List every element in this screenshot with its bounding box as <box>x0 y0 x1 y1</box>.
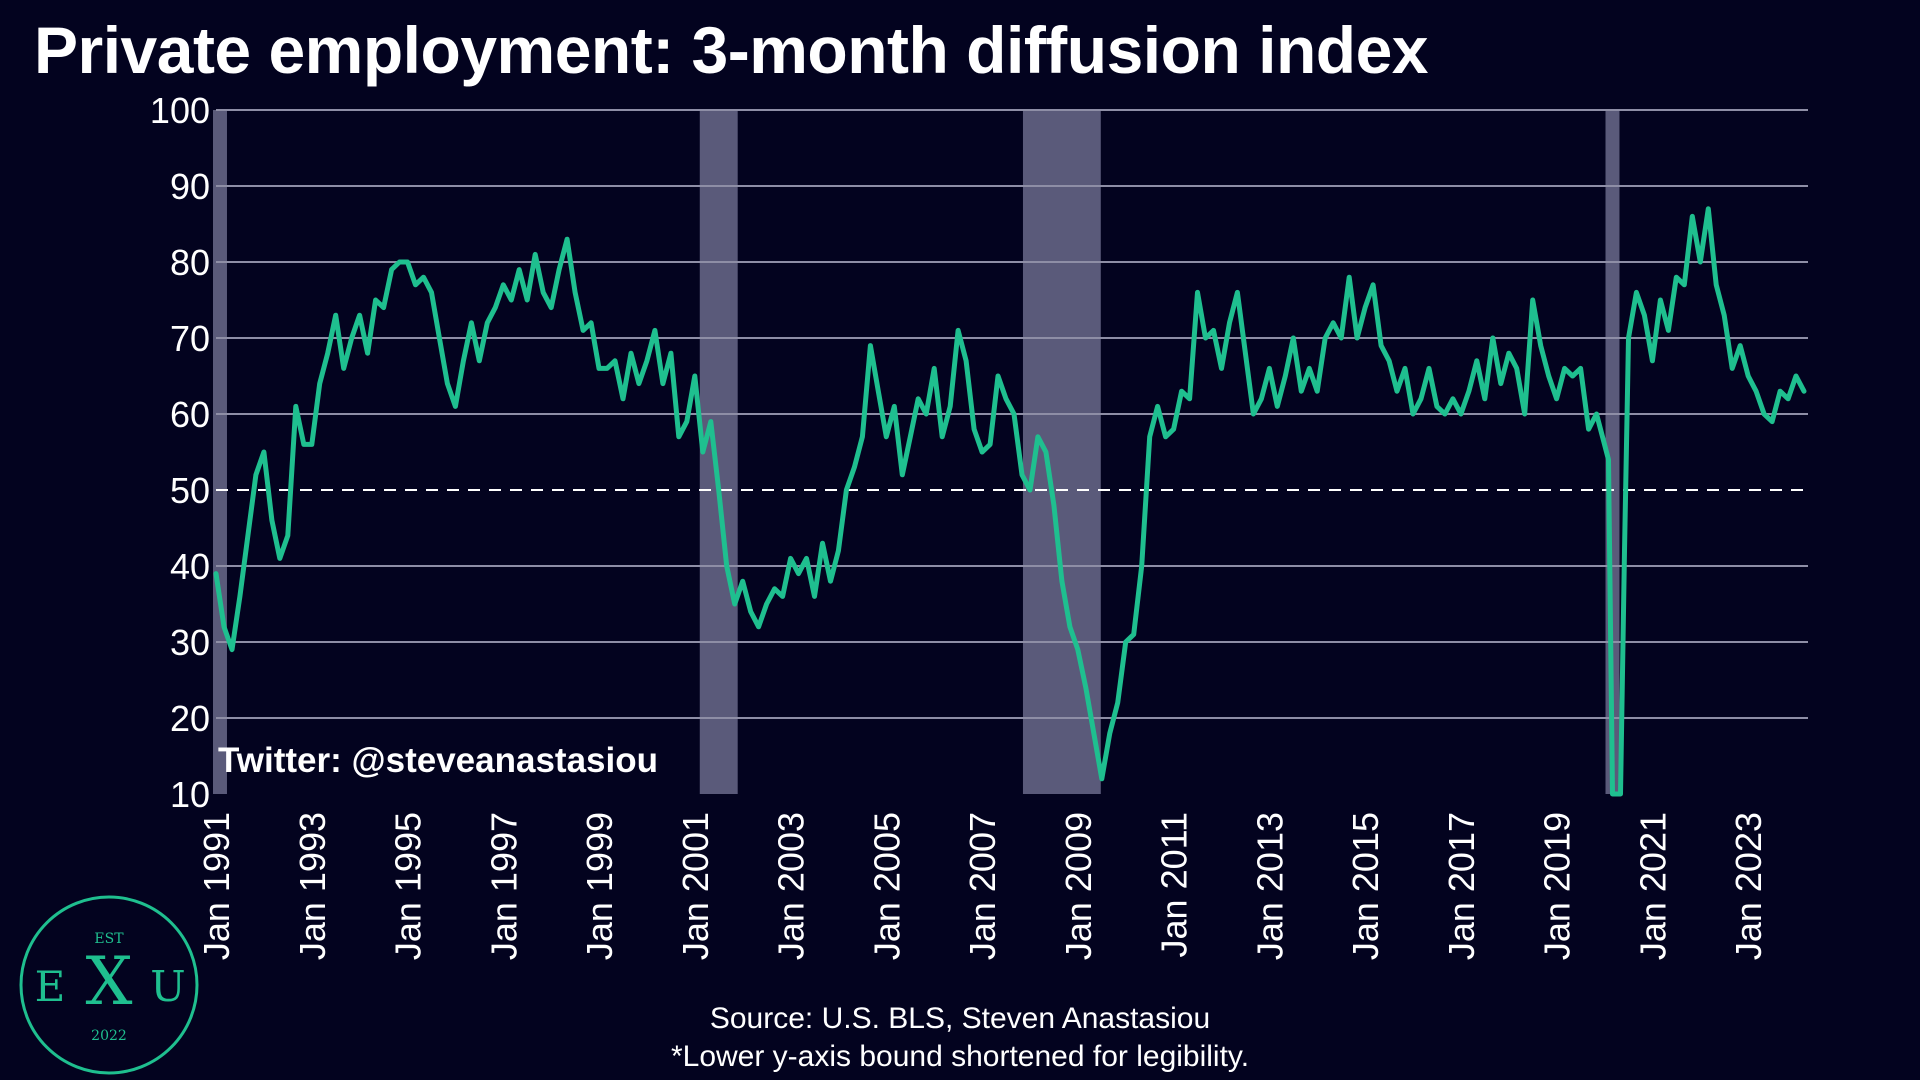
logo-est: EST <box>94 931 124 947</box>
recession-band-1 <box>213 110 227 794</box>
logo-letter-e: E <box>35 962 66 1011</box>
y-tick-label: 70 <box>170 318 210 359</box>
twitter-watermark: Twitter: @steveanastasiou <box>218 741 658 780</box>
x-tick-label: Jan 1997 <box>483 812 524 960</box>
y-tick-label: 50 <box>170 470 210 511</box>
recession-band-2 <box>699 110 738 794</box>
x-tick-label: Jan 2003 <box>771 812 812 960</box>
x-tick-label: Jan 2001 <box>675 812 716 960</box>
x-tick-label: Jan 2021 <box>1632 812 1673 960</box>
x-tick-label: Jan 1991 <box>196 812 237 960</box>
y-tick-label: 20 <box>170 698 210 739</box>
logo-letter-u: U <box>150 962 185 1011</box>
x-tick-label: Jan 2011 <box>1154 812 1195 957</box>
logo-letter-x: X <box>86 943 133 1020</box>
x-tick-label: Jan 2005 <box>866 812 907 960</box>
y-tick-label: 40 <box>170 546 210 587</box>
y-tick-label: 90 <box>170 166 210 207</box>
source-note: Source: U.S. BLS, Steven Anastasiou <box>709 1002 1211 1035</box>
exu-logo: EST E X U 2022 <box>19 895 199 1075</box>
logo-year: 2022 <box>91 1028 127 1044</box>
x-tick-label: Jan 2017 <box>1441 812 1482 960</box>
y-tick-label: 100 <box>150 90 210 131</box>
x-tick-label: Jan 1993 <box>292 812 333 960</box>
diffusion-index-line <box>213 206 1807 797</box>
logo-ring <box>19 895 199 1075</box>
y-tick-label: 80 <box>170 242 210 283</box>
axis-footnote: *Lower y-axis bound shortened for legibi… <box>670 1040 1250 1073</box>
x-tick-label: Jan 2015 <box>1345 812 1386 960</box>
x-tick-label: Jan 2009 <box>1058 812 1099 960</box>
x-tick-label: Jan 2023 <box>1728 812 1769 960</box>
x-tick-label: Jan 2007 <box>962 812 1003 960</box>
x-tick-label: Jan 2013 <box>1249 812 1290 960</box>
x-tick-label: Jan 2019 <box>1537 812 1578 960</box>
x-tick-label: Jan 1999 <box>579 812 620 960</box>
chart-title: Private employment: 3-month diffusion in… <box>34 13 1429 87</box>
x-tick-label: Jan 1995 <box>388 812 429 960</box>
y-tick-label: 30 <box>170 622 210 663</box>
y-tick-label: 10 <box>170 774 210 815</box>
y-tick-label: 60 <box>170 394 210 435</box>
